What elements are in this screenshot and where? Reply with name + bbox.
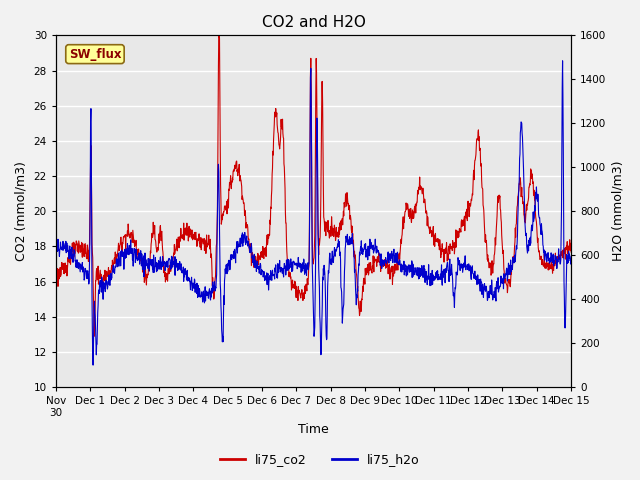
Legend: li75_co2, li75_h2o: li75_co2, li75_h2o [215, 448, 425, 471]
Text: SW_flux: SW_flux [68, 48, 121, 60]
Y-axis label: H2O (mmol/m3): H2O (mmol/m3) [612, 161, 625, 262]
X-axis label: Time: Time [298, 423, 329, 436]
Title: CO2 and H2O: CO2 and H2O [262, 15, 365, 30]
Y-axis label: CO2 (mmol/m3): CO2 (mmol/m3) [15, 161, 28, 261]
